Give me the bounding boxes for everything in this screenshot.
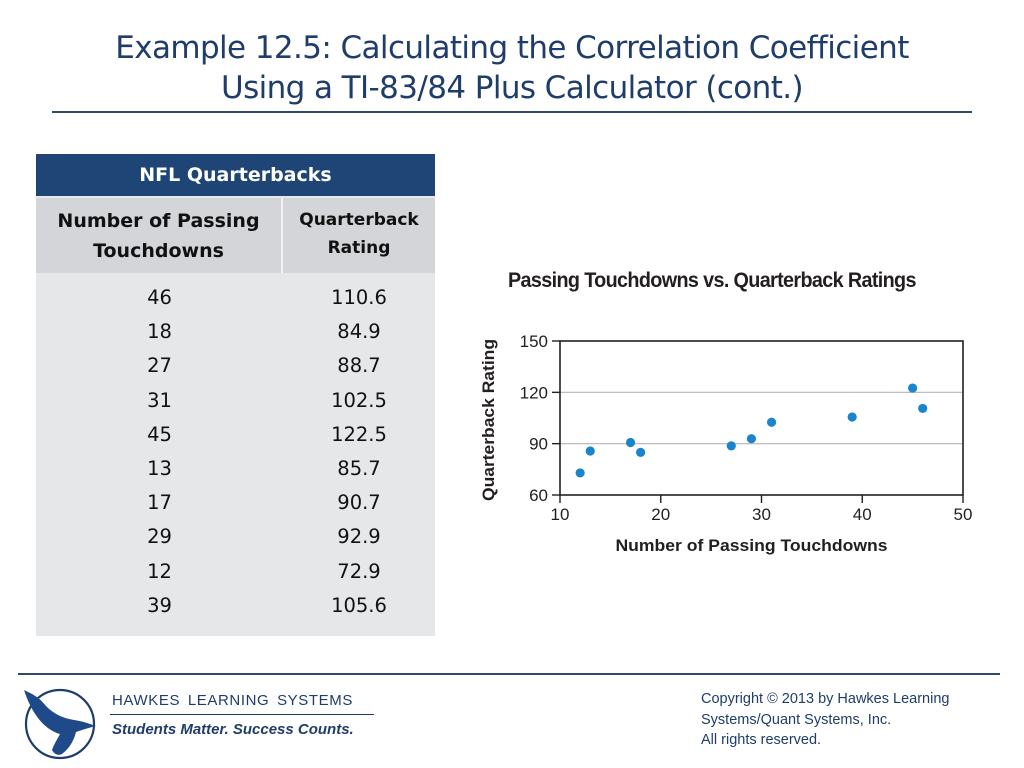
table-row: 12 72.9 — [36, 560, 435, 594]
column-header-rating: Quarterback Rating — [283, 198, 435, 273]
data-point — [726, 441, 736, 451]
scatter-chart: Passing Touchdowns vs. Quarterback Ratin… — [470, 260, 1010, 570]
x-tick-label: 40 — [853, 505, 872, 524]
chart-title: Passing Touchdowns vs. Quarterback Ratin… — [508, 268, 917, 292]
brand-tagline: Students Matter. Success Counts. — [112, 721, 354, 738]
plot-frame — [559, 340, 964, 496]
table-row: 29 92.9 — [36, 525, 435, 559]
y-tick-label: 60 — [529, 486, 548, 505]
nfl-quarterbacks-table: NFL Quarterbacks Number of Passing Touch… — [36, 154, 435, 636]
x-tick-label: 10 — [551, 505, 570, 524]
copyright-line-1: Copyright © 2013 by Hawkes Learning — [701, 691, 950, 707]
table-row: 45 122.5 — [36, 423, 435, 457]
cell-rating: 92.9 — [337, 525, 381, 549]
data-point — [625, 437, 636, 448]
footer-divider — [18, 673, 1000, 675]
cell-rating: 85.7 — [337, 456, 381, 480]
cell-touchdowns: 31 — [147, 388, 172, 412]
table-row: 39 105.6 — [36, 594, 435, 628]
copyright-line-3: All rights reserved. — [701, 732, 822, 748]
x-axis-label: Number of Passing Touchdowns — [616, 536, 888, 555]
table-body: 46 110.6 18 84.9 27 88.7 31 102.5 45 122.5 13 85.7 1… — [36, 276, 435, 636]
cell-rating: 122.5 — [331, 422, 387, 446]
table-header-row: Number of Passing Touchdowns Quarterback… — [36, 198, 435, 273]
title-divider — [52, 111, 972, 113]
brand-name: HAWKES LEARNING SYSTEMS — [112, 692, 353, 709]
copyright-notice: Copyright © 2013 by Hawkes Learning Syst… — [701, 689, 949, 751]
slide-title-line-2: Using a TI-83/84 Plus Calculator (cont.) — [220, 70, 804, 106]
data-point — [918, 403, 928, 414]
x-tick-label: 30 — [752, 505, 771, 524]
y-tick-label: 90 — [529, 435, 548, 454]
slide-title: Example 12.5: Calculating the Correlatio… — [0, 28, 1024, 108]
table-row: 17 90.7 — [36, 491, 435, 525]
slide-title-line-1: Example 12.5: Calculating the Correlatio… — [115, 30, 909, 66]
table-row: 13 85.7 — [36, 457, 435, 491]
data-point — [636, 447, 646, 457]
cell-touchdowns: 27 — [147, 354, 172, 378]
cell-rating: 90.7 — [337, 491, 381, 515]
cell-touchdowns: 45 — [147, 422, 172, 446]
data-point — [575, 468, 585, 478]
column-header-rating-line-1: Quarterback — [299, 210, 419, 230]
column-header-rating-line-2: Rating — [327, 238, 391, 258]
table-title: NFL Quarterbacks — [36, 154, 435, 196]
hawk-logo-icon — [24, 688, 96, 760]
y-tick-label: 120 — [520, 383, 548, 402]
cell-touchdowns: 12 — [147, 559, 172, 583]
y-axis-label: Quarterback Rating — [479, 339, 498, 501]
cell-rating: 105.6 — [331, 593, 387, 617]
table-row: 46 110.6 — [36, 286, 435, 320]
data-point — [746, 434, 757, 444]
cell-rating: 88.7 — [337, 354, 381, 378]
data-point — [766, 417, 777, 427]
data-point — [585, 446, 595, 456]
y-tick-label: 150 — [520, 332, 548, 351]
chart-svg: 60 90 120 150 10 20 30 40 50 Number of Passing To… — [479, 332, 973, 555]
cell-touchdowns: 29 — [147, 525, 172, 549]
table-row: 18 84.9 — [36, 320, 435, 354]
cell-rating: 84.9 — [337, 320, 381, 344]
cell-rating: 72.9 — [337, 559, 381, 583]
cell-rating: 110.6 — [331, 286, 387, 309]
copyright-line-2: Systems/Quant Systems, Inc. — [701, 711, 892, 728]
cell-touchdowns: 18 — [147, 320, 172, 344]
column-header-touchdowns-line-2: Touchdowns — [93, 239, 224, 262]
brand-divider — [110, 714, 374, 715]
data-point — [847, 412, 857, 422]
cell-touchdowns: 17 — [147, 491, 172, 515]
cell-touchdowns: 39 — [147, 593, 172, 617]
column-header-touchdowns-line-1: Number of Passing — [57, 209, 260, 232]
x-tick-label: 20 — [651, 505, 670, 524]
cell-touchdowns: 13 — [147, 456, 172, 480]
column-header-touchdowns: Number of Passing Touchdowns — [36, 198, 283, 273]
cell-rating: 102.5 — [331, 388, 387, 412]
x-tick-label: 50 — [954, 505, 973, 524]
table-row: 27 88.7 — [36, 354, 435, 388]
cell-touchdowns: 46 — [147, 286, 172, 309]
data-point — [908, 383, 918, 393]
table-row: 31 102.5 — [36, 389, 435, 423]
